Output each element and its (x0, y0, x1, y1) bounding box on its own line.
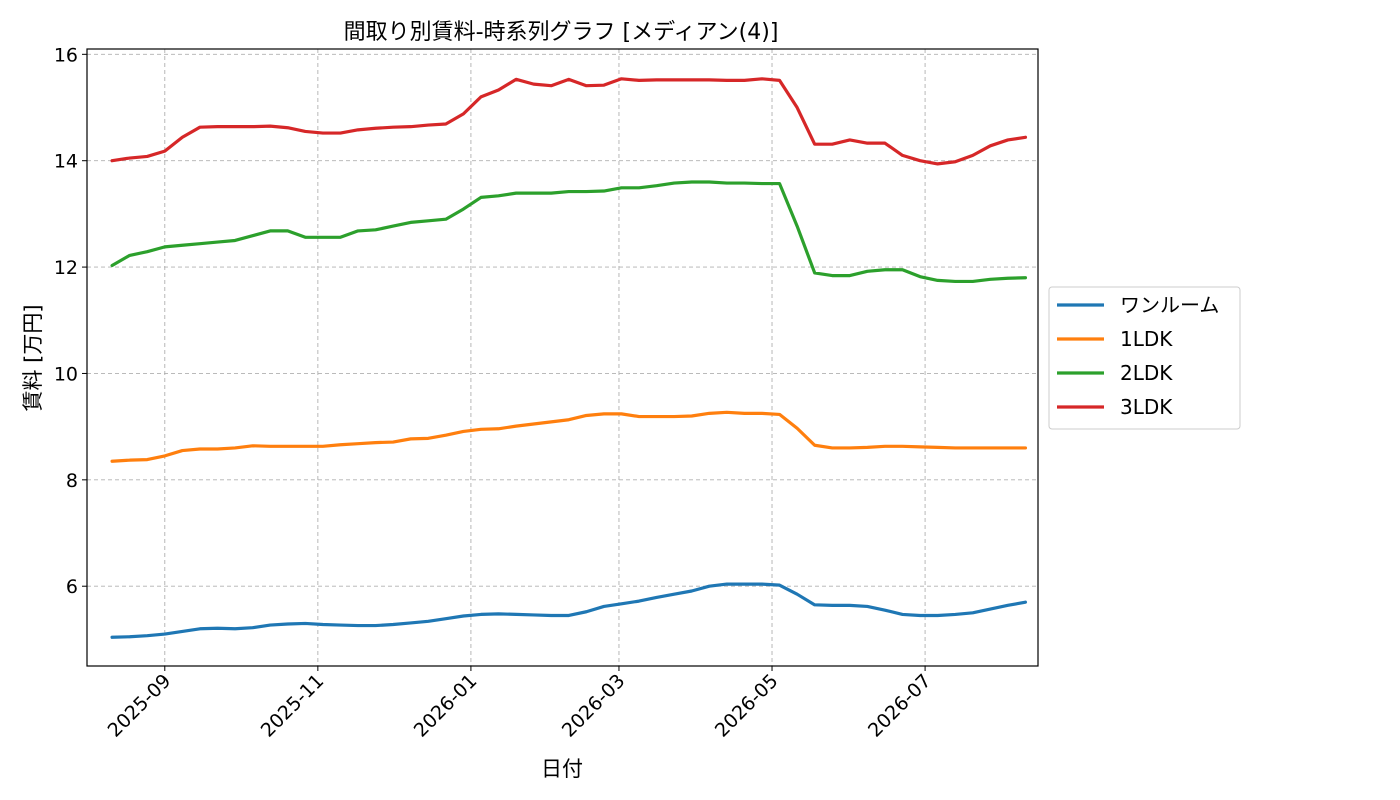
y-tick-label: 12 (54, 257, 78, 279)
legend: ワンルーム 1LDK 2LDK 3LDK (1048, 286, 1241, 430)
x-tick-label: 2026-01 (410, 670, 482, 742)
y-tick-label: 6 (66, 576, 78, 598)
legend-label: ワンルーム (1120, 293, 1219, 317)
legend-box (1048, 286, 1241, 430)
plot-frame (86, 48, 1039, 667)
y-tick-label: 8 (66, 470, 78, 492)
legend-label: 1LDK (1120, 327, 1173, 351)
x-axis-title: 日付 (541, 757, 583, 781)
series-line-2LDK (110, 180, 1028, 284)
y-axis-title: 賃料 [万円] (21, 304, 45, 411)
legend-label: 3LDK (1120, 395, 1173, 419)
legend-label: 2LDK (1120, 361, 1173, 385)
x-tick-label: 2026-07 (864, 670, 936, 742)
y-tick-label: 14 (54, 151, 78, 173)
x-tick-label: 2025-09 (104, 670, 176, 742)
x-tick-label: 2025-11 (257, 670, 329, 742)
series-line-3LDK (110, 77, 1028, 166)
x-tick-label: 2026-05 (711, 670, 783, 742)
series-line-1LDK (110, 410, 1028, 463)
x-tick-label: 2026-03 (558, 670, 630, 742)
y-axis: 6 8 10 12 14 16 (54, 44, 87, 598)
y-tick-label: 16 (54, 44, 78, 66)
grid (87, 49, 1038, 666)
series-lines (110, 77, 1028, 639)
y-tick-label: 10 (54, 363, 78, 385)
series-line-ワンルーム (110, 582, 1028, 639)
x-axis: 2025-09 2025-11 2026-01 2026-03 2026-05 2026-… (104, 666, 936, 742)
chart-title: 間取り別賃料-時系列グラフ [メディアン(4)] (344, 20, 779, 45)
